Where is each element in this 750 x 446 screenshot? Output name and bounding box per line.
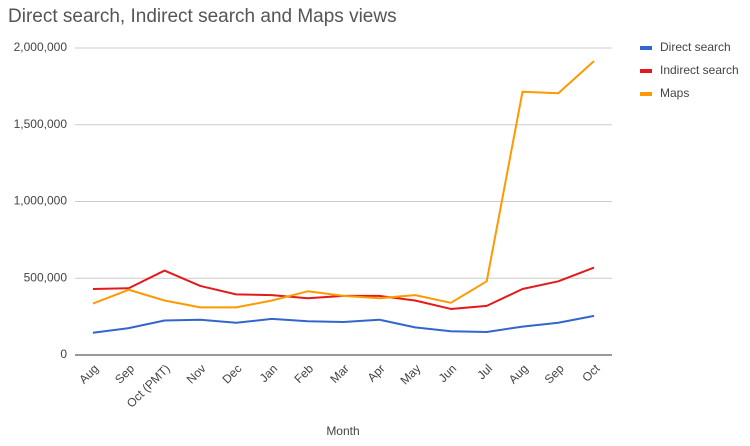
x-tick-label: Aug xyxy=(506,361,531,386)
chart-title: Direct search, Indirect search and Maps … xyxy=(8,6,397,27)
x-tick-label: Feb xyxy=(292,361,317,386)
legend-label: Indirect search xyxy=(660,63,739,77)
x-tick-label: Aug xyxy=(76,361,101,386)
series-line xyxy=(92,314,595,334)
x-tick-label: Sep xyxy=(542,361,567,386)
y-tick-label: 1,500,000 xyxy=(14,117,68,131)
legend-label: Maps xyxy=(660,86,689,100)
x-tick-label: Nov xyxy=(184,361,209,386)
x-tick-label: Jan xyxy=(257,361,281,385)
y-tick-label: 1,000,000 xyxy=(14,194,68,208)
series-line xyxy=(92,60,595,309)
x-tick-label: Oct xyxy=(579,361,603,385)
x-axis-label: Month xyxy=(326,424,359,438)
x-tick-label: Sep xyxy=(112,361,137,386)
x-tick-label: Jun xyxy=(436,361,460,385)
series-line xyxy=(92,266,595,310)
y-tick-label: 2,000,000 xyxy=(14,40,68,54)
y-tick-label: 0 xyxy=(60,347,67,361)
x-tick-label: Mar xyxy=(327,361,352,386)
legend-label: Direct search xyxy=(660,40,731,54)
y-tick-label: 500,000 xyxy=(24,270,68,284)
x-tick-label: May xyxy=(398,361,424,387)
x-tick-label: Dec xyxy=(219,361,244,386)
x-tick-label: Jul xyxy=(474,361,495,382)
x-tick-label: Apr xyxy=(365,361,388,384)
